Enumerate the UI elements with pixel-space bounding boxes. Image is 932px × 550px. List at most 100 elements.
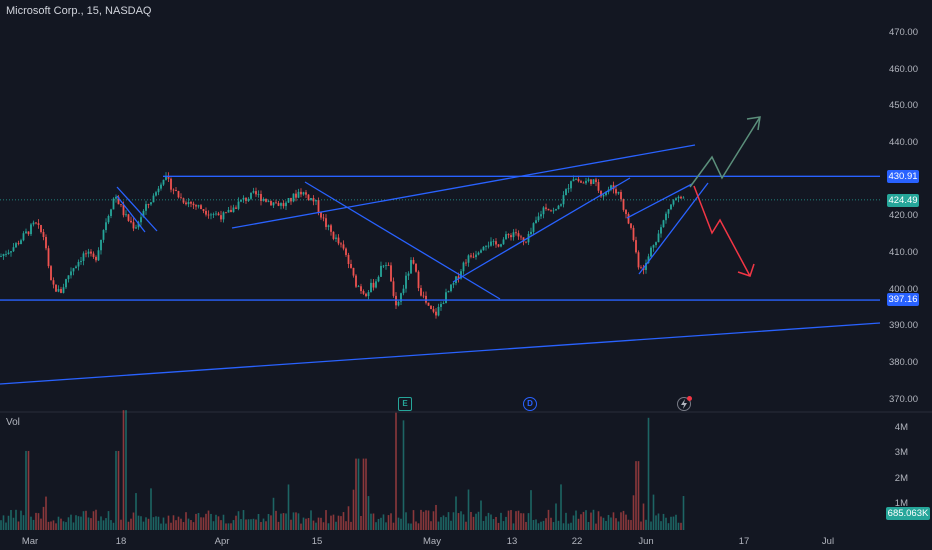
- volume-bar: [145, 517, 147, 530]
- volume-bar: [617, 521, 620, 530]
- symbol-title[interactable]: Microsoft Corp., 15, NASDAQ: [6, 5, 152, 17]
- volume-bar: [5, 522, 7, 530]
- candle-body: [320, 212, 322, 218]
- price-axis-label: 450.00: [888, 100, 918, 112]
- volume-bar: [357, 458, 360, 530]
- candle-body: [450, 284, 452, 292]
- time-axis-label: 15: [311, 536, 323, 547]
- volume-bar: [545, 518, 547, 530]
- bull-arrowhead: [746, 116, 761, 131]
- volume-bar: [125, 410, 127, 530]
- candle-body: [250, 192, 252, 199]
- candle-body: [402, 288, 405, 294]
- candle-body: [462, 262, 465, 272]
- volume-bar: [285, 513, 287, 530]
- bear-projection-arrow: [693, 185, 751, 277]
- volume-bar: [175, 520, 177, 530]
- flag-line: [116, 195, 146, 233]
- candle-body: [55, 284, 57, 292]
- candle-body: [392, 281, 395, 296]
- volume-bar: [382, 514, 385, 530]
- candle-body: [545, 207, 547, 209]
- candle-body: [162, 179, 165, 185]
- candle-body: [375, 281, 377, 288]
- candle-body: [140, 217, 142, 223]
- candle-body: [70, 271, 72, 276]
- candle-body: [300, 191, 302, 195]
- candle-body: [245, 197, 247, 201]
- price-axis-label: 440.00: [888, 137, 918, 148]
- candle-body: [270, 201, 272, 206]
- volume-bar: [32, 519, 35, 530]
- volume-bar: [670, 516, 672, 530]
- volume-bar: [630, 520, 632, 530]
- candle-body: [352, 267, 355, 276]
- volume-bar: [582, 511, 585, 530]
- volume-bar: [387, 515, 390, 530]
- volume-bar: [587, 522, 590, 530]
- candle-body: [277, 203, 280, 206]
- volume-bar: [97, 520, 100, 530]
- candle-body: [362, 291, 365, 294]
- candle-body: [360, 286, 362, 292]
- volume-bar: [322, 522, 325, 530]
- candle-body: [345, 248, 347, 255]
- candle-body: [615, 189, 617, 194]
- volume-bar: [35, 512, 37, 530]
- volume-bar: [452, 512, 455, 530]
- volume-bar: [512, 523, 515, 530]
- volume-bar: [227, 523, 230, 530]
- candle-body: [477, 252, 480, 255]
- price-axis-label: 380.00: [888, 357, 918, 368]
- candle-body: [337, 237, 340, 244]
- candle-body: [285, 202, 287, 207]
- candle-body: [247, 198, 250, 201]
- candle-body: [492, 241, 495, 243]
- time-axis-label: 18: [115, 536, 127, 547]
- volume-bar: [220, 520, 222, 530]
- candle-body: [585, 180, 587, 184]
- volume-bar: [22, 515, 25, 530]
- candle-body: [150, 202, 152, 205]
- dividend-event-icon[interactable]: D: [523, 397, 537, 411]
- volume-bar: [85, 510, 87, 530]
- volume-bar: [287, 484, 290, 530]
- volume-bar: [15, 509, 17, 530]
- candle-body: [560, 204, 562, 206]
- candle-body: [182, 198, 185, 203]
- candle-body: [167, 175, 170, 179]
- candle-body: [230, 209, 232, 213]
- flash-icon[interactable]: [677, 396, 692, 411]
- volume-bar: [467, 489, 470, 530]
- volume-bar: [402, 420, 405, 530]
- candle-body: [452, 283, 455, 285]
- candle-body: [577, 178, 580, 182]
- candle-body: [240, 199, 242, 202]
- volume-bar: [635, 461, 637, 530]
- wedge-upper-line: [626, 183, 693, 219]
- volume-bar: [395, 412, 397, 530]
- candle-body: [197, 205, 200, 207]
- candle-body: [287, 198, 290, 203]
- candle-body: [387, 265, 390, 266]
- volume-bar: [505, 516, 507, 530]
- volume-bar: [340, 516, 342, 530]
- candle-body: [145, 204, 147, 211]
- candle-body: [132, 222, 135, 229]
- candle-body: [295, 193, 297, 198]
- candle-body: [617, 192, 620, 194]
- volume-bar: [155, 516, 157, 530]
- volume-bar: [162, 517, 165, 530]
- volume-bar: [575, 510, 577, 530]
- candle-body: [297, 191, 300, 198]
- volume-bar: [275, 510, 277, 530]
- volume-bar: [302, 517, 305, 530]
- candle-body: [97, 250, 100, 261]
- volume-bar: [532, 519, 535, 530]
- candle-body: [317, 200, 320, 213]
- candle-body: [125, 214, 127, 216]
- earnings-event-icon[interactable]: E: [398, 397, 412, 411]
- price-axis-label: 460.00: [888, 63, 918, 75]
